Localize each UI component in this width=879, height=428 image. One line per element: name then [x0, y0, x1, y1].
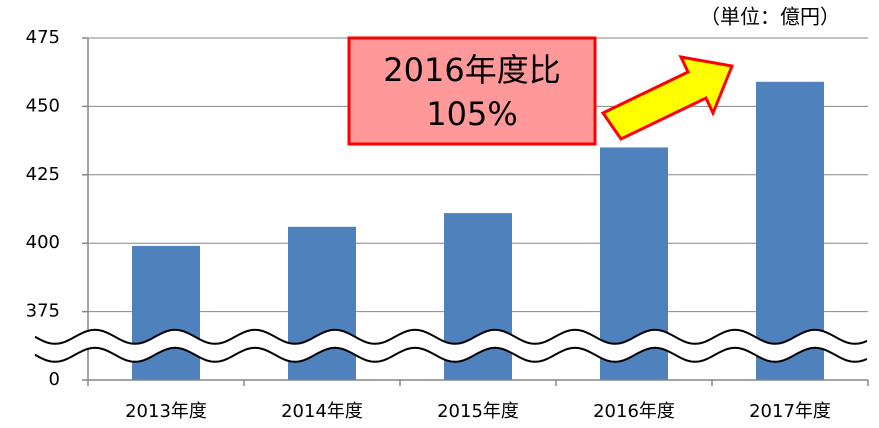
x-tick-label: 2016年度 [593, 401, 675, 422]
x-tick-label: 2015年度 [437, 401, 519, 422]
y-tick-label: 450 [26, 95, 60, 116]
arrow [600, 55, 735, 141]
axis-break-line [34, 346, 868, 363]
y-tick-label: 475 [26, 27, 60, 48]
callout-box [347, 36, 597, 146]
y-tick-label: 425 [26, 164, 60, 185]
callout-text: 2016年度比 [383, 51, 560, 89]
x-tick-label: 2013年度 [125, 401, 207, 422]
y-tick-label: 375 [26, 301, 60, 322]
x-tick-label: 2017年度 [749, 401, 831, 422]
unit-label: （単位：億円） [700, 5, 840, 29]
axis-break-line [34, 328, 868, 345]
y-tick-label: 0 [49, 369, 60, 390]
x-tick-label: 2014年度 [281, 401, 363, 422]
axis-break [35, 329, 868, 362]
callout-text: 105% [426, 95, 517, 133]
y-tick-label: 400 [26, 232, 60, 253]
